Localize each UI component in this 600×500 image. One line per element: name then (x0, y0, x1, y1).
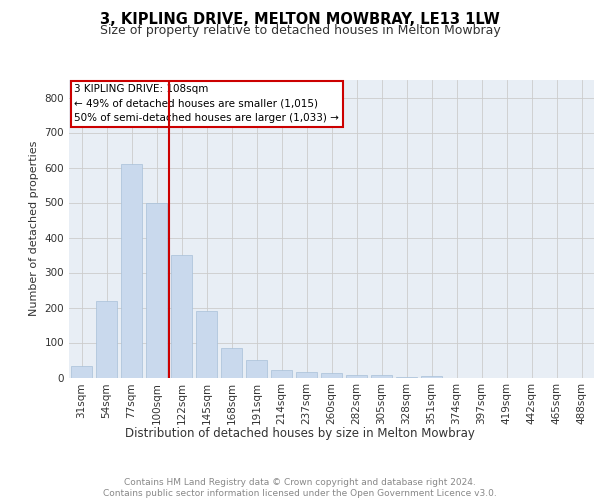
Bar (196, 311, 217, 378)
Bar (371, 374, 392, 378)
Bar (396, 377, 417, 378)
Text: Size of property relative to detached houses in Melton Mowbray: Size of property relative to detached ho… (100, 24, 500, 37)
Bar (146, 202, 167, 378)
Bar (321, 372, 342, 378)
Bar (346, 376, 367, 378)
Bar (71, 366, 92, 378)
Bar (171, 255, 192, 378)
Bar (121, 164, 142, 378)
Text: 3 KIPLING DRIVE: 108sqm
← 49% of detached houses are smaller (1,015)
50% of semi: 3 KIPLING DRIVE: 108sqm ← 49% of detache… (74, 84, 339, 124)
Text: 3, KIPLING DRIVE, MELTON MOWBRAY, LE13 1LW: 3, KIPLING DRIVE, MELTON MOWBRAY, LE13 1… (100, 12, 500, 26)
Bar (221, 348, 242, 378)
Bar (246, 360, 267, 378)
Bar (296, 372, 317, 378)
Text: Distribution of detached houses by size in Melton Mowbray: Distribution of detached houses by size … (125, 428, 475, 440)
Y-axis label: Number of detached properties: Number of detached properties (29, 141, 39, 316)
Bar (421, 376, 442, 378)
Bar (96, 300, 117, 378)
Text: Contains HM Land Registry data © Crown copyright and database right 2024.
Contai: Contains HM Land Registry data © Crown c… (103, 478, 497, 498)
Bar (271, 370, 292, 378)
